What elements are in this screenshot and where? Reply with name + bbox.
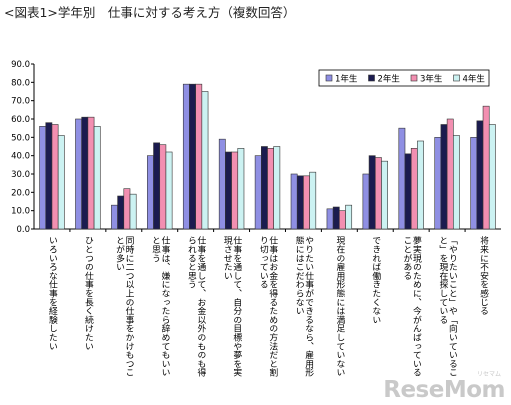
bar [381, 160, 388, 230]
x-tick-label: 現させたい [222, 236, 232, 280]
bar [129, 193, 137, 230]
bar [410, 148, 418, 230]
y-tick-label: 60.0 [11, 115, 30, 125]
legend-label: 4年生 [463, 74, 486, 85]
bar [201, 91, 209, 230]
y-tick-label: 50.0 [11, 133, 30, 143]
bar [362, 173, 370, 230]
bar [290, 173, 298, 230]
legend-label: 3年生 [420, 74, 443, 85]
bar [267, 148, 274, 230]
bar [303, 175, 310, 230]
bar [93, 126, 101, 230]
bar [296, 175, 304, 230]
watermark-logo: ReseMom [383, 377, 505, 403]
y-tick-label: 80.0 [11, 78, 30, 88]
y-tick-label: 70.0 [11, 97, 30, 107]
x-tick-label: とが多い [114, 236, 124, 271]
bar [374, 157, 382, 230]
bar [117, 195, 125, 230]
x-tick-label: 仕事を通して、自分の目標や夢を実 [231, 235, 241, 378]
y-tick-label: 40.0 [11, 152, 30, 162]
y-tick-label: 20.0 [11, 188, 30, 198]
bar [398, 127, 406, 230]
bar [81, 116, 89, 230]
bar [153, 142, 161, 230]
bar [440, 124, 448, 230]
bar [260, 146, 268, 230]
bar [123, 188, 131, 230]
legend-swatch [410, 74, 418, 82]
bar [404, 153, 412, 230]
bar [39, 126, 47, 230]
legend-label: 2年生 [378, 74, 401, 85]
x-tick-label: と」を現在探している [437, 236, 447, 324]
bar [309, 171, 317, 230]
bar [45, 122, 53, 230]
bar [339, 210, 346, 230]
x-tick-label: 「やりたいこと」や「向いているこ [447, 236, 457, 377]
x-tick-label: 仕事は、嫌になったら辞めてもいい [159, 235, 169, 377]
legend-swatch [325, 74, 333, 82]
bar [75, 118, 82, 230]
legend-swatch [368, 74, 375, 82]
bar [182, 83, 190, 230]
bar [237, 148, 245, 230]
chart-title: <図表1>学年別 仕事に対する考え方（複数回答） [4, 5, 296, 20]
bar [165, 151, 173, 230]
bar [189, 83, 196, 230]
x-tick-label: いろいろな仕事を経験したい [47, 236, 57, 350]
x-tick-label: 仕事を通して、お金以外のものも得 [195, 235, 205, 377]
x-tick-label: やりたい仕事ができるなら、雇用形 [303, 236, 313, 378]
legend-swatch [453, 74, 460, 82]
bar [470, 137, 478, 230]
bar [147, 155, 154, 230]
bar [273, 146, 281, 230]
bar [417, 140, 424, 230]
x-tick-label: り切っている [258, 236, 268, 289]
x-tick-label: 現在の雇用形態には満足していない [334, 236, 344, 377]
bar [332, 206, 340, 230]
bar [254, 155, 262, 230]
bar [476, 120, 484, 230]
y-tick-label: 0.0 [16, 225, 30, 235]
bar [488, 124, 496, 230]
x-tick-label: 態にはこだわらない [294, 235, 304, 315]
legend-label: 1年生 [335, 74, 358, 85]
bar [57, 135, 65, 230]
y-tick-label: 30.0 [11, 170, 30, 180]
x-tick-label: と思う [150, 236, 160, 263]
bar [218, 138, 226, 230]
bar [195, 83, 203, 230]
x-tick-label: ことがある [401, 236, 411, 280]
bar [326, 208, 334, 230]
bar [446, 118, 454, 230]
x-tick-label: られると思う [186, 236, 196, 289]
x-tick-label: できれば働きたくない [370, 236, 380, 324]
bar [482, 105, 490, 230]
bar [453, 135, 460, 230]
x-tick-label: 夢実現のために、今がんばっている [411, 235, 421, 377]
bar [368, 155, 376, 230]
x-tick-label: 将来に不安を感じる [478, 236, 488, 315]
bar [231, 151, 239, 230]
bar [434, 137, 442, 230]
bar [87, 116, 95, 230]
y-tick-label: 90.0 [11, 60, 30, 70]
x-tick-label: 仕事はお金を得るための方法だと割 [267, 235, 277, 378]
x-tick-label: 同時に二つ以上の仕事をかけもつこ [124, 236, 134, 377]
legend-box [318, 69, 490, 87]
bar [225, 151, 232, 230]
bar [111, 204, 118, 230]
bar [159, 144, 167, 230]
bar [345, 204, 353, 230]
y-tick-label: 10.0 [11, 207, 30, 217]
x-tick-label: ひとつの仕事を長く続けたい [83, 236, 93, 351]
watermark-subtext: リセマム [476, 371, 501, 378]
bar [51, 124, 59, 230]
